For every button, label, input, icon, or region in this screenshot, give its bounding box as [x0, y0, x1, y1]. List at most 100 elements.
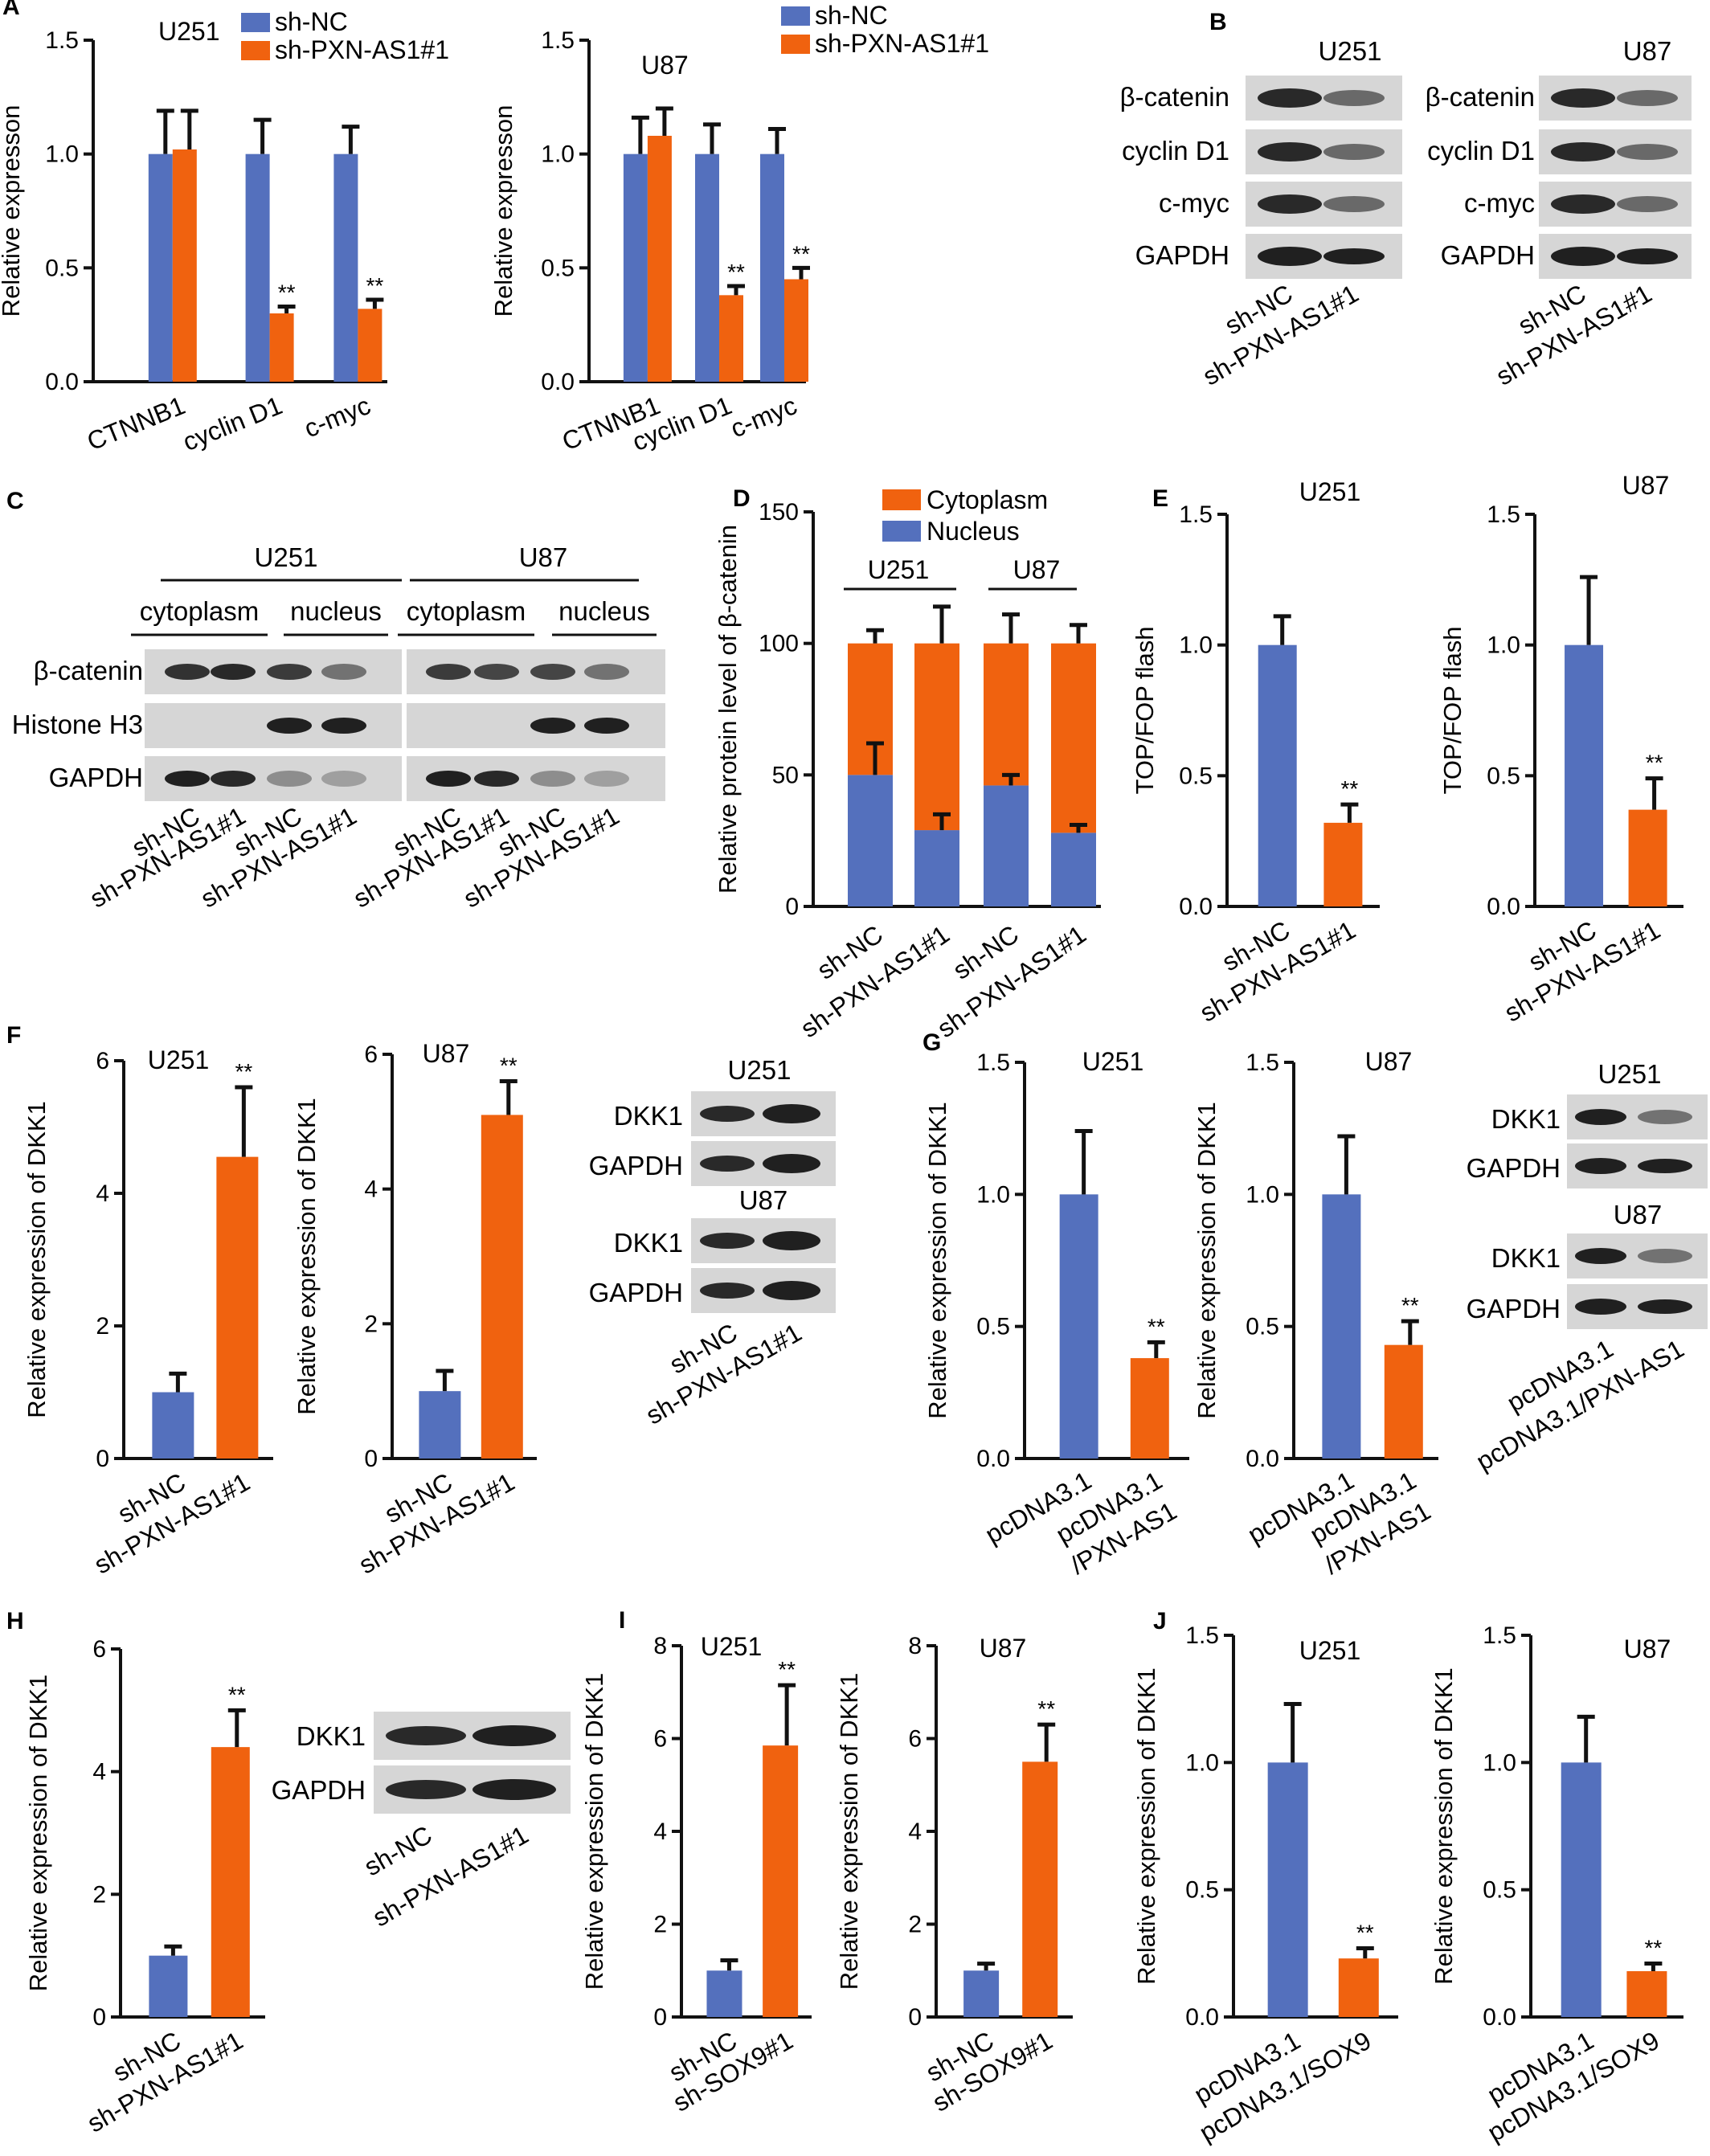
x-tick-label: c-myc	[300, 391, 374, 443]
blot-row-label: GAPDH	[272, 1775, 366, 1805]
band	[763, 1104, 820, 1123]
band	[474, 664, 519, 680]
blot-row-label: c-myc	[1464, 188, 1535, 218]
band	[1617, 90, 1678, 106]
bar-control	[1565, 644, 1604, 906]
bar-sh-pxn	[647, 136, 672, 382]
legend-label: sh-PXN-AS1#1	[275, 35, 449, 64]
y-axis-label: Relative expression of DKK1	[24, 1675, 52, 1992]
legend-swatch	[882, 521, 921, 542]
band	[1575, 1109, 1626, 1125]
band	[267, 664, 312, 680]
y-tick-label: 0.5	[1179, 763, 1213, 789]
significance-marker: **	[1401, 1293, 1419, 1318]
chart-title: U251	[1299, 1636, 1361, 1665]
chart-title: U87	[641, 51, 689, 80]
bar-control	[1059, 1194, 1098, 1458]
band	[474, 771, 519, 787]
bar-control	[152, 1392, 194, 1458]
bar-nucleus	[984, 785, 1029, 906]
band	[1638, 1249, 1692, 1263]
band	[1617, 248, 1678, 264]
blot-row-label: GAPDH	[589, 1278, 683, 1307]
blot-row-label: cyclin D1	[1122, 136, 1229, 166]
band	[1323, 90, 1385, 106]
y-tick-label: 1.5	[45, 27, 79, 54]
y-tick-label: 0	[364, 1446, 378, 1472]
fraction-label: nucleus	[558, 596, 650, 626]
band	[1617, 196, 1678, 212]
cell-line-label: U251	[255, 542, 318, 572]
blot-title: U251	[1319, 36, 1382, 66]
band	[1551, 247, 1615, 266]
y-tick-label: 100	[759, 631, 799, 657]
panel-label-i: I	[619, 1607, 625, 1634]
y-tick-label: 2	[653, 1912, 667, 1938]
bar-cytoplasm	[914, 643, 959, 831]
bar-cytoplasm	[1051, 643, 1096, 833]
band	[1551, 194, 1615, 214]
y-tick-label: 6	[908, 1726, 922, 1753]
significance-marker: **	[1646, 751, 1663, 775]
legend-swatch	[241, 13, 270, 32]
y-axis-label: Relative expression of DKK1	[22, 1101, 51, 1418]
panel-label-b: B	[1209, 9, 1227, 35]
y-tick-label: 2	[96, 1313, 109, 1340]
band	[700, 1233, 755, 1249]
y-tick-label: 1.5	[976, 1049, 1010, 1076]
bar-treatment	[1323, 822, 1363, 906]
y-axis-label: Relative expression of DKK1	[923, 1102, 951, 1419]
y-tick-label: 0	[653, 2004, 667, 2031]
y-tick-label: 0.5	[45, 255, 79, 281]
band	[321, 718, 366, 734]
y-tick-label: 0.0	[541, 369, 575, 395]
significance-marker: **	[1341, 776, 1359, 801]
band	[472, 1725, 556, 1746]
y-tick-label: 4	[364, 1176, 378, 1203]
y-tick-label: 8	[653, 1633, 667, 1659]
band	[700, 1106, 755, 1122]
band	[267, 718, 312, 734]
chart-title: U251	[1299, 477, 1361, 506]
significance-marker: **	[727, 260, 745, 284]
y-tick-label: 1.5	[1246, 1049, 1279, 1076]
significance-marker: **	[278, 280, 296, 305]
band	[1551, 142, 1615, 162]
band	[584, 718, 629, 734]
y-tick-label: 6	[92, 1636, 106, 1663]
chart-title: U87	[1365, 1047, 1413, 1076]
y-tick-label: 150	[759, 499, 799, 526]
blot-row-label: GAPDH	[589, 1151, 683, 1180]
band	[763, 1154, 820, 1173]
y-tick-label: 0.0	[1483, 2004, 1516, 2031]
band	[386, 1726, 466, 1745]
legend-label: Nucleus	[927, 517, 1020, 546]
y-tick-label: 1.5	[1483, 1622, 1516, 1649]
y-tick-label: 4	[908, 1818, 922, 1845]
chart-title: U87	[423, 1039, 470, 1068]
band	[426, 664, 471, 680]
bar-sh-pxn	[784, 279, 808, 382]
band	[1258, 142, 1322, 162]
blot-row-label: GAPDH	[1441, 240, 1535, 270]
y-tick-label: 2	[92, 1881, 106, 1908]
y-tick-label: 2	[908, 1912, 922, 1938]
y-tick-label: 6	[364, 1041, 378, 1068]
blot-row-label: DKK1	[614, 1101, 683, 1131]
y-tick-label: 4	[96, 1180, 109, 1207]
bar-sh-nc	[695, 153, 719, 382]
band	[1258, 88, 1322, 108]
blot-row-label: DKK1	[614, 1228, 683, 1258]
blot-row-label: GAPDH	[1467, 1153, 1561, 1183]
bar-sh-pxn	[358, 309, 382, 382]
y-tick-label: 1.0	[1487, 632, 1520, 659]
bar-treatment	[1022, 1761, 1058, 2017]
band	[1551, 88, 1615, 108]
band	[530, 718, 575, 734]
y-tick-label: 6	[653, 1726, 667, 1753]
bar-treatment	[211, 1747, 250, 2017]
y-tick-label: 0.5	[541, 255, 575, 281]
blot-row-label: c-myc	[1159, 188, 1229, 218]
y-tick-label: 0.5	[1483, 1877, 1516, 1904]
